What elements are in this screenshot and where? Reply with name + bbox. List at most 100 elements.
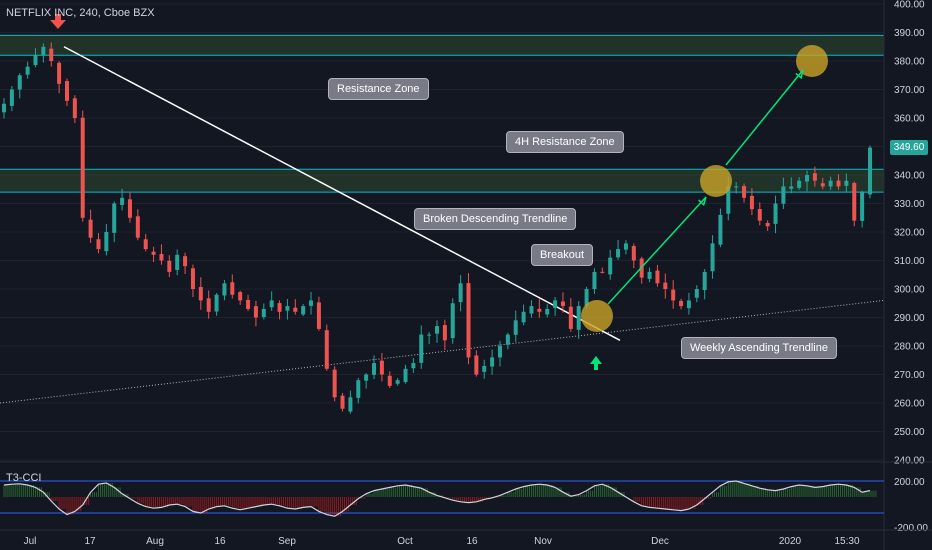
price-tick-label: 240.00 — [894, 456, 925, 467]
candle-body — [497, 346, 502, 358]
candle-body — [175, 254, 180, 270]
candle-body — [293, 307, 298, 312]
candle-body — [797, 180, 802, 188]
candle-body — [734, 186, 739, 188]
candle-body — [545, 308, 550, 315]
breakout-label[interactable]: Breakout — [531, 244, 594, 266]
candle-body — [9, 89, 14, 106]
candle-body — [269, 300, 274, 308]
resistance-zone-label[interactable]: Resistance Zone — [328, 78, 429, 100]
candle-body — [332, 369, 337, 398]
markers — [50, 14, 828, 370]
candle-body — [647, 271, 652, 279]
candle-body — [348, 397, 353, 412]
last-price-tag: 349.60 — [890, 140, 928, 155]
candle-body — [96, 239, 101, 250]
candle-body — [474, 355, 479, 375]
weekly-ascending-trendline[interactable] — [0, 299, 885, 404]
candle-body — [356, 380, 361, 398]
highlight-circle[interactable] — [796, 45, 828, 77]
highlight-circle[interactable] — [700, 165, 732, 197]
time-tick-label: Aug — [146, 536, 164, 547]
candle-body — [592, 271, 597, 290]
candle-body — [198, 286, 203, 301]
candle-body — [726, 186, 731, 214]
time-tick-label: 16 — [214, 536, 226, 547]
candle-body — [655, 270, 660, 284]
projection-arrow-line — [607, 196, 707, 305]
candle-body — [190, 268, 195, 289]
weekly-trendline-label[interactable]: Weekly Ascending Trendline — [681, 337, 837, 359]
candle-body — [773, 203, 778, 224]
price-tick-label: 290.00 — [894, 313, 925, 324]
candle-body — [828, 180, 833, 187]
time-tick-label: Sep — [278, 536, 296, 547]
candle-body — [364, 374, 369, 381]
candle-body — [151, 251, 156, 255]
candle-body — [167, 260, 172, 272]
price-tick-label: 310.00 — [894, 256, 925, 267]
candle-body — [513, 320, 518, 335]
projection-arrowhead — [698, 196, 707, 207]
candle-body — [277, 303, 282, 312]
candle-body — [372, 363, 377, 375]
time-tick-label: Nov — [534, 536, 552, 547]
cci-tick-label: -200.00 — [894, 523, 928, 534]
price-tick-label: 260.00 — [894, 399, 925, 410]
candle-body — [584, 289, 589, 306]
candle-body — [608, 257, 613, 275]
candle-body — [316, 302, 321, 329]
candle-body — [285, 306, 290, 311]
candle-body — [742, 186, 747, 198]
broken-trendline-label[interactable]: Broken Descending Trendline — [414, 208, 577, 230]
candle-body — [805, 175, 810, 182]
price-tick-label: 320.00 — [894, 228, 925, 239]
time-axis[interactable]: Jul 17 Aug 16 Sep Oct 16 Nov Dec 2020 15:30 — [0, 529, 932, 547]
time-tick-label: Jul — [24, 536, 37, 547]
candle-body — [88, 219, 93, 238]
candle-body — [395, 380, 400, 384]
candle-body — [104, 232, 109, 252]
candle-body — [529, 306, 534, 314]
candle-body — [466, 283, 471, 358]
candle-body — [694, 289, 699, 298]
price-tick-label: 280.00 — [894, 342, 925, 353]
candle-body — [17, 75, 22, 90]
candle-body — [702, 271, 707, 291]
trendlines — [0, 46, 885, 404]
candle-body — [450, 303, 455, 339]
time-tick-label: 17 — [84, 536, 96, 547]
price-tick-label: 340.00 — [894, 171, 925, 182]
candle-body — [379, 360, 384, 375]
price-tick-label: 370.00 — [894, 85, 925, 96]
h4-resistance-zone-label[interactable]: 4H Resistance Zone — [506, 131, 624, 153]
t3-cci-panel: 200.00 -200.00 — [0, 461, 932, 534]
candle-body — [789, 186, 794, 189]
price-tick-label: 270.00 — [894, 370, 925, 381]
candle-body — [324, 330, 329, 369]
candle-body — [623, 243, 628, 250]
candle-body — [560, 301, 565, 307]
candle-body — [57, 62, 62, 84]
zones — [0, 34, 884, 193]
candle-body — [127, 199, 132, 218]
candle-body — [686, 300, 691, 309]
candle-body — [765, 222, 770, 227]
price-tick-label: 360.00 — [894, 114, 925, 125]
candle-body — [458, 283, 463, 303]
candle-body — [663, 282, 668, 289]
time-tick-label: 2020 — [779, 536, 802, 547]
sell-signal-arrow-icon — [50, 14, 66, 29]
candle-body — [553, 300, 558, 309]
candle-body — [253, 306, 258, 318]
highlight-circle[interactable] — [581, 300, 613, 332]
candles — [2, 42, 872, 414]
candle-body — [135, 216, 140, 238]
broken-descending-trendline[interactable] — [63, 46, 621, 341]
price-tick-label: 300.00 — [894, 285, 925, 296]
candle-body — [301, 306, 306, 315]
price-tick-label: 250.00 — [894, 427, 925, 438]
candle-body — [411, 363, 416, 369]
